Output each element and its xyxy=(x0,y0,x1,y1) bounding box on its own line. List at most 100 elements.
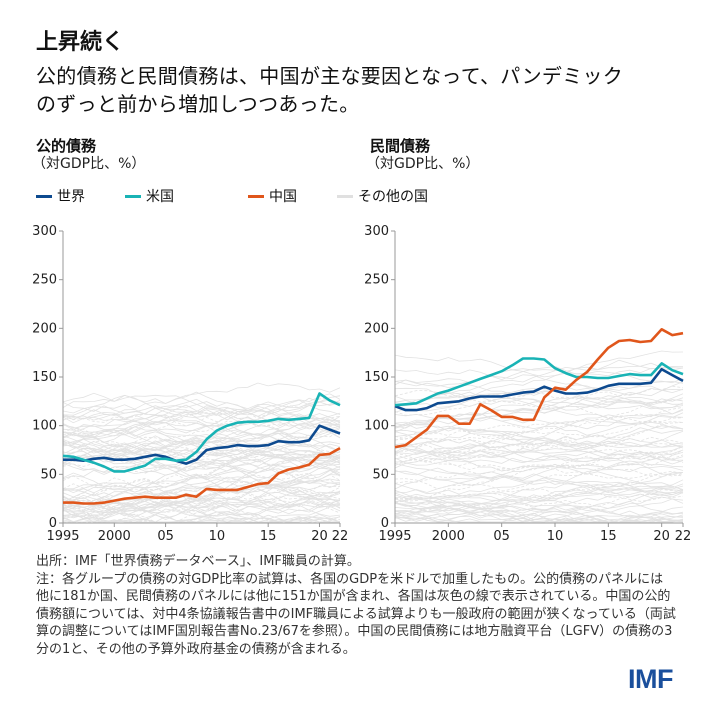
other-country-line xyxy=(394,464,684,489)
other-country-line xyxy=(394,406,684,441)
other-country-line xyxy=(62,415,341,447)
other-country-line xyxy=(62,500,341,518)
footnote: 注：各グループの債務の対GDP比率の試算は、各国のGDPを米ドルで加重したもの。… xyxy=(36,571,676,657)
other-country-line xyxy=(62,438,341,466)
other-country-line xyxy=(62,404,341,420)
other-country-line xyxy=(62,473,341,504)
x-tick-label: 2000 xyxy=(432,529,465,544)
legend-swatch-world xyxy=(36,194,52,198)
other-country-line xyxy=(394,497,684,523)
other-country-line xyxy=(62,420,341,438)
x-tick-label: 10 xyxy=(209,529,226,544)
series-line-米国 xyxy=(62,392,341,473)
legend-world: 世界 xyxy=(36,186,85,206)
y-tick-label: 200 xyxy=(364,321,389,336)
series-line-世界 xyxy=(63,424,341,465)
other-country-line xyxy=(394,385,684,403)
other-country-line xyxy=(62,457,341,497)
series-line-中国 xyxy=(63,446,341,505)
other-country-line xyxy=(62,498,341,516)
other-country-line xyxy=(62,460,341,512)
other-country-line xyxy=(62,498,340,523)
other-country-line xyxy=(394,465,684,490)
other-country-line xyxy=(62,438,341,463)
private-debt-chart: 0 50 100 150 200 250 300 1995 2000 05 10 15 20 22 xyxy=(364,224,691,544)
other-country-line xyxy=(394,494,684,514)
other-country-line xyxy=(62,449,341,492)
y-tick-label: 300 xyxy=(364,224,389,239)
other-country-line xyxy=(62,382,341,414)
other-country-line xyxy=(394,462,684,496)
series-line-中国 xyxy=(394,328,684,449)
y-tick-label: 150 xyxy=(364,370,389,385)
other-country-line xyxy=(394,412,684,460)
legend-label: 世界 xyxy=(57,189,85,205)
series-line-米国 xyxy=(394,357,684,407)
other-country-line xyxy=(394,400,684,437)
x-tick-label: 05 xyxy=(157,529,174,544)
other-country-line xyxy=(394,442,684,465)
other-country-line xyxy=(394,504,684,519)
y-tick-label: 200 xyxy=(32,321,57,336)
public-debt-chart: 0 50 100 150 200 250 300 1995 2000 05 10 15 20 22 xyxy=(32,224,349,544)
other-country-line xyxy=(394,449,684,469)
imf-logo: IMF xyxy=(628,664,674,694)
other-country-line xyxy=(62,422,341,463)
legend-label: 中国 xyxy=(269,189,297,205)
other-country-line xyxy=(62,505,341,523)
y-tick-label: 50 xyxy=(372,467,389,482)
other-country-line xyxy=(394,457,684,477)
other-country-line xyxy=(62,420,341,439)
other-country-line xyxy=(62,413,341,441)
other-country-line xyxy=(394,457,684,494)
other-country-line xyxy=(394,489,684,512)
other-country-line xyxy=(62,397,341,439)
other-country-line xyxy=(62,398,341,439)
other-country-line xyxy=(394,470,684,486)
legend-other: その他の国 xyxy=(337,186,428,206)
other-country-line xyxy=(62,448,341,473)
other-country-line xyxy=(62,468,341,523)
other-country-line xyxy=(394,453,684,484)
other-country-line xyxy=(394,506,684,523)
y-tick-label: 50 xyxy=(40,467,57,482)
other-country-line xyxy=(394,425,684,460)
other-country-line xyxy=(394,414,684,426)
other-country-line xyxy=(62,497,341,523)
other-country-line xyxy=(394,449,684,501)
y-tick-label: 150 xyxy=(32,370,57,385)
other-country-line xyxy=(394,431,684,468)
y-tick-label: 0 xyxy=(381,516,389,531)
other-country-line xyxy=(62,432,341,481)
y-tick-label: 250 xyxy=(364,273,389,288)
legend-china: 中国 xyxy=(248,186,297,206)
other-country-line xyxy=(62,480,341,496)
legend-label: その他の国 xyxy=(358,189,428,205)
subtitle-line-2: のずっと前から増加しつつあった。 xyxy=(36,92,360,116)
other-country-line xyxy=(394,512,684,523)
x-tick-label: 20 xyxy=(653,529,670,544)
other-country-line xyxy=(394,490,684,522)
other-country-line xyxy=(62,444,341,469)
private-debt-unit: （対GDP比、%） xyxy=(366,156,480,172)
other-country-line xyxy=(394,444,684,463)
source-note: 出所：IMF「世界債務データベース」、IMF職員の計算。 xyxy=(36,554,360,569)
other-country-line xyxy=(394,374,684,390)
other-country-line xyxy=(62,439,341,467)
x-tick-label: 15 xyxy=(260,529,277,544)
other-country-line xyxy=(394,427,684,450)
other-country-line xyxy=(62,508,340,523)
legend-swatch-other xyxy=(337,194,353,198)
y-tick-label: 100 xyxy=(364,419,389,434)
other-country-line xyxy=(394,359,684,406)
legend-label: 米国 xyxy=(146,189,174,205)
x-tick-label: 22 xyxy=(332,529,349,544)
public-debt-title: 公的債務 xyxy=(36,137,97,155)
other-country-line xyxy=(62,395,341,431)
other-country-line xyxy=(394,472,684,501)
y-tick-label: 250 xyxy=(32,273,57,288)
y-tick-label: 300 xyxy=(32,224,57,239)
other-country-line xyxy=(62,394,341,420)
x-tick-label: 20 xyxy=(311,529,328,544)
other-country-line xyxy=(394,479,684,512)
